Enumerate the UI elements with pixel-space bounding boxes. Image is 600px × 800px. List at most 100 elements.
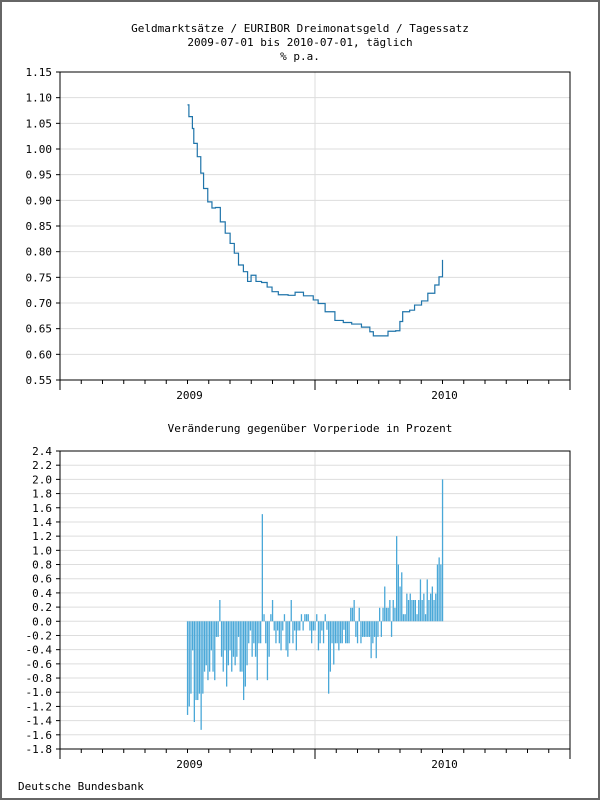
change-bar [198, 621, 201, 694]
change-bar [331, 621, 333, 644]
change-bar [385, 607, 388, 622]
y-tick-label: 1.05 [26, 117, 53, 130]
change-bar-chart: 2.42.22.01.81.61.41.21.00.80.60.40.20.0-… [26, 445, 571, 771]
change-bar [197, 621, 199, 701]
change-bar [426, 579, 428, 622]
change-bar [360, 621, 362, 644]
y-tick-label: 0.85 [26, 220, 53, 233]
y-tick-label: 2.0 [32, 473, 52, 486]
change-bar [379, 607, 381, 622]
change-bar [341, 621, 343, 644]
y-tick-label: 1.8 [32, 488, 52, 501]
y-tick-label: 0.65 [26, 323, 53, 336]
change-bar [226, 621, 228, 687]
change-bar [253, 621, 255, 644]
change-bar [435, 593, 437, 622]
change-bar [224, 621, 226, 651]
change-bar [368, 621, 371, 637]
change-bar [356, 621, 359, 644]
rate-line-chart: 1.15 1.10 1.05 1.00 0.95 0.90 0.85 0.80 0.75 0.70… [26, 66, 571, 402]
change-bar [384, 586, 386, 622]
change-bar [263, 614, 265, 622]
change-bar [328, 621, 330, 694]
change-bar [192, 621, 194, 651]
chart-unit: % p.a. [280, 50, 320, 63]
change-bar [322, 621, 325, 644]
chart-title: Geldmarktsätze / EURIBOR Dreimonatsgeld … [131, 22, 469, 35]
change-bar [256, 621, 258, 681]
change-bar [311, 621, 313, 644]
change-bar [246, 621, 248, 666]
change-bar [232, 621, 235, 657]
change-bar [210, 621, 212, 651]
change-bar [433, 600, 435, 622]
change-bar [404, 614, 406, 622]
change-bar [333, 621, 335, 665]
change-bar [338, 621, 340, 651]
change-bar [282, 621, 284, 631]
change-bar [195, 621, 197, 701]
plot-border [59, 450, 571, 750]
change-bar [294, 621, 296, 631]
change-bar [243, 621, 245, 701]
change-bar [414, 600, 416, 622]
change-bar [186, 621, 189, 715]
change-bar [440, 564, 442, 622]
change-bar [209, 621, 211, 672]
change-bar [290, 600, 292, 622]
change-bar [317, 621, 320, 651]
x-tick-label: 2010 [431, 758, 458, 771]
change-bar [227, 621, 229, 666]
change-bar [380, 621, 382, 637]
change-bar [292, 621, 294, 644]
change-bar [375, 621, 377, 659]
change-bar [362, 621, 364, 637]
change-bar [265, 621, 267, 644]
change-bar [353, 600, 355, 622]
change-bar [334, 621, 337, 644]
change-bar [430, 593, 432, 622]
y-tick-label: -0.8 [26, 672, 53, 685]
change-bar [266, 621, 269, 681]
y-tick-label: 0.2 [32, 601, 52, 614]
change-bar [343, 621, 345, 630]
change-bar [321, 621, 323, 631]
change-bar [278, 621, 280, 644]
y-tick-label: 2.4 [32, 445, 52, 458]
change-bar [231, 621, 233, 672]
change-bar [270, 614, 272, 622]
y-tick-label: 0.70 [26, 297, 53, 310]
change-bar [441, 479, 444, 622]
change-bar [251, 621, 253, 657]
y-tick-label: 0.75 [26, 271, 53, 284]
change-bar [239, 621, 241, 672]
change-bar [382, 607, 384, 622]
y-tick-label: -0.2 [26, 629, 53, 642]
change-bar [271, 600, 274, 622]
change-bar [229, 621, 231, 651]
change-bar [314, 621, 316, 631]
change-bar [389, 600, 391, 622]
y-tick-label: 0.60 [26, 348, 53, 361]
change-bar [418, 600, 420, 622]
x-tick-label: 2009 [176, 758, 203, 771]
change-bar [280, 621, 282, 651]
change-bar [285, 621, 287, 651]
change-bar [214, 621, 216, 681]
y-tick-label: 1.0 [32, 544, 52, 557]
change-bar [258, 621, 260, 644]
change-bar [402, 614, 405, 622]
change-bar [249, 621, 252, 631]
change-bar [283, 614, 286, 622]
change-bar [407, 600, 410, 622]
change-bar [348, 621, 350, 644]
change-bar [302, 621, 304, 631]
y-tick-label: -1.6 [26, 729, 53, 742]
change-bar [316, 614, 318, 622]
change-bar [297, 621, 299, 631]
change-bar [436, 564, 439, 622]
change-bar [329, 621, 331, 672]
change-bar [248, 621, 250, 644]
